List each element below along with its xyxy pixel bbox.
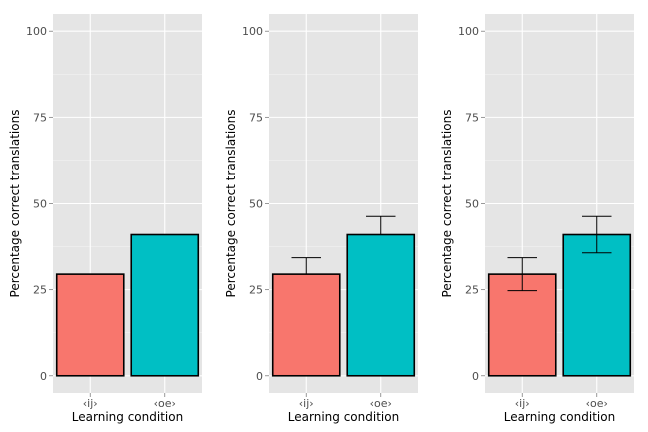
x-tick-label: ‹ij› xyxy=(299,397,314,410)
y-tick-label: 50 xyxy=(465,198,479,211)
x-axis-title: Learning condition xyxy=(72,410,183,424)
x-tick-label: ‹oe› xyxy=(154,397,176,410)
chart-panel-2: 0 25 50 75 100 ‹ij› ‹oe›Learning condition Perc… xyxy=(224,14,418,424)
y-tick-label: 50 xyxy=(33,198,47,211)
y-tick-label: 25 xyxy=(249,284,263,297)
y-tick-label: 100 xyxy=(242,25,263,38)
y-tick-label: 100 xyxy=(458,25,479,38)
bar-2 xyxy=(346,233,416,377)
y-tick-label: 75 xyxy=(33,111,47,124)
bar-2 xyxy=(562,233,632,377)
y-tick-label: 25 xyxy=(33,284,47,297)
y-tick-label: 100 xyxy=(26,25,47,38)
y-axis-title: Percentage correct translations xyxy=(440,110,454,298)
y-tick-label: 75 xyxy=(249,111,263,124)
y-axis-title: Percentage correct translations xyxy=(8,110,22,298)
x-axis-title: Learning condition xyxy=(504,410,615,424)
y-tick-label: 75 xyxy=(465,111,479,124)
bar-2 xyxy=(130,233,200,377)
y-tick-label: 0 xyxy=(472,370,479,383)
x-tick-label: ‹oe› xyxy=(370,397,392,410)
bar-1 xyxy=(271,273,341,377)
chart-panel-3: 0 25 50 75 100 ‹ij› ‹oe›Learning condition Perc… xyxy=(440,14,634,424)
x-axis-title: Learning condition xyxy=(288,410,399,424)
y-tick-label: 0 xyxy=(40,370,47,383)
y-tick-label: 0 xyxy=(256,370,263,383)
x-tick-label: ‹ij› xyxy=(83,397,98,410)
bar-1 xyxy=(55,273,125,377)
y-axis-title: Percentage correct translations xyxy=(224,110,238,298)
y-tick-label: 50 xyxy=(249,198,263,211)
chart-panel-1: 0 25 50 75 100 ‹ij› ‹oe›Learning condition Perc… xyxy=(8,14,202,424)
x-tick-label: ‹ij› xyxy=(515,397,530,410)
x-tick-label: ‹oe› xyxy=(586,397,608,410)
y-tick-label: 25 xyxy=(465,284,479,297)
